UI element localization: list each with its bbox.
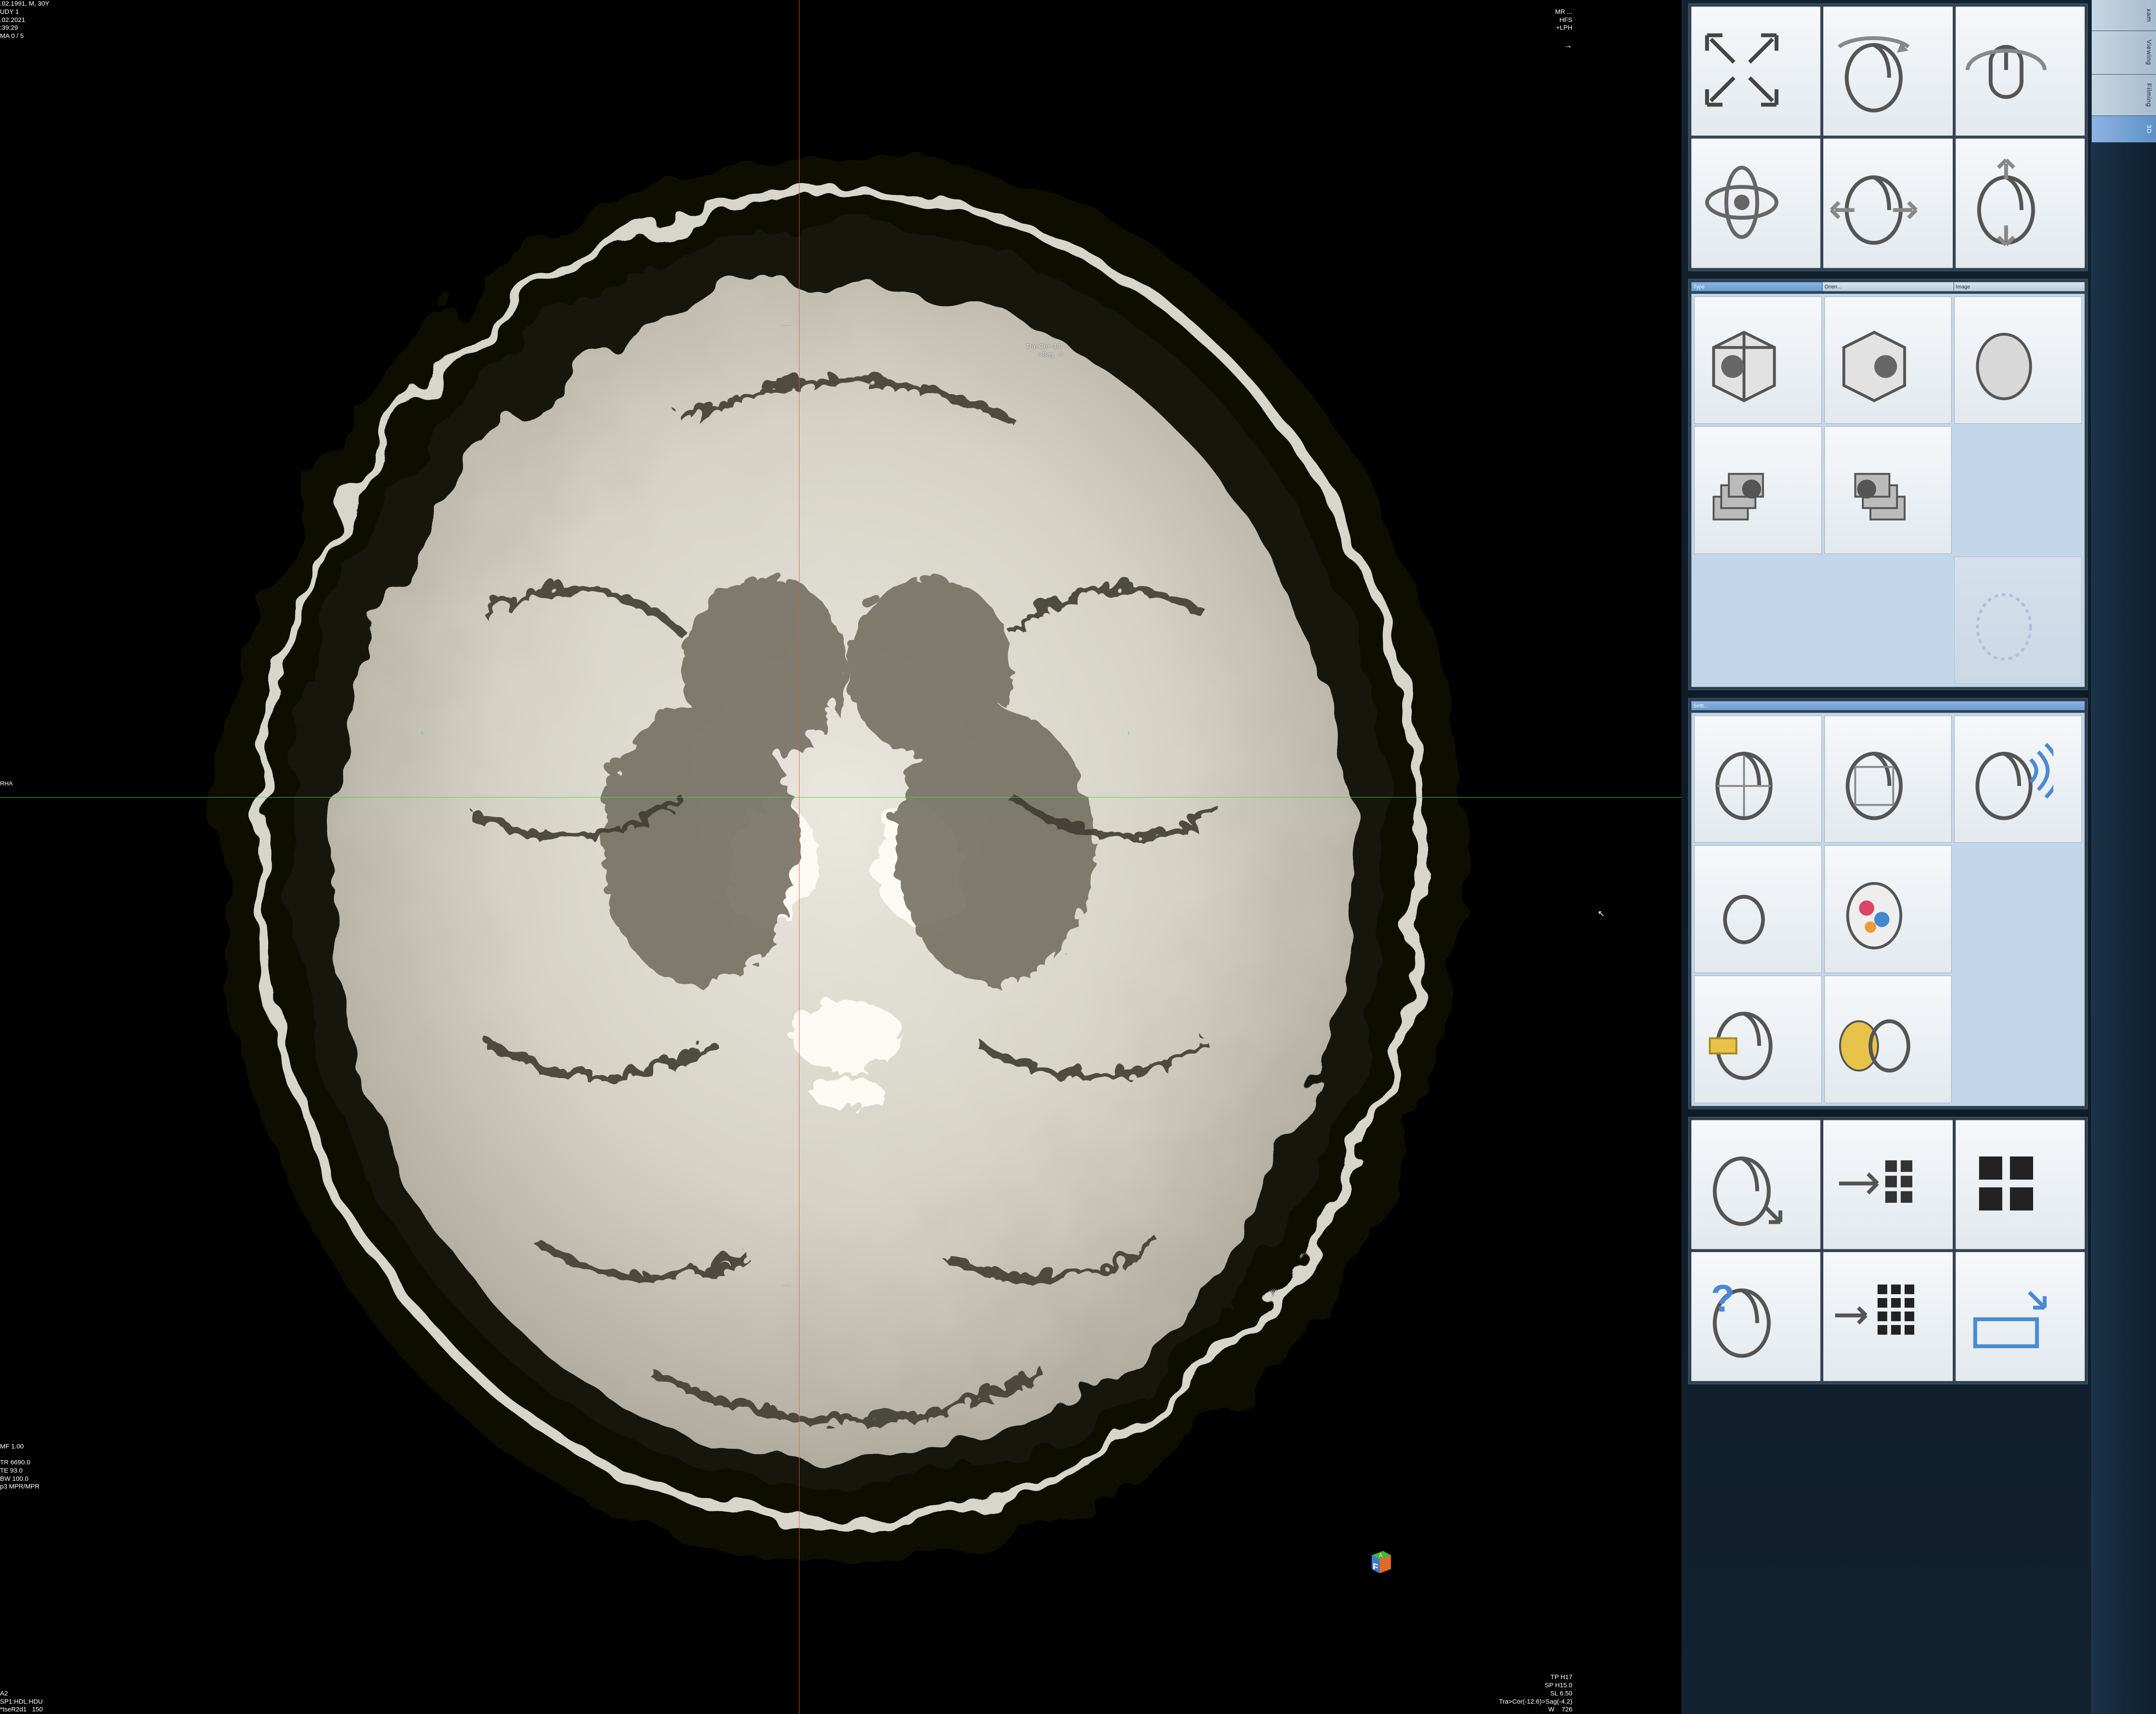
mri-viewport[interactable]: ↓ ↓ .02.1991, M, 30Y UDY 1 .02.2021 :39:… — [0, 0, 1682, 1714]
head-grid-2-icon — [1825, 729, 1952, 830]
vtab-xam[interactable]: xam — [2092, 0, 2156, 31]
vtab-filming[interactable]: Filming — [2092, 75, 2156, 116]
head-spin-button[interactable] — [1823, 6, 1952, 136]
overlay-top-right: MR ... HFS +LPH → — [1544, 0, 1572, 59]
toolgroup-settings: Setti... — [1688, 698, 2088, 1109]
stack-1-button[interactable] — [1694, 426, 1822, 554]
send-grid-dense-button[interactable] — [1823, 1252, 1952, 1381]
grid-black-icon — [1956, 1133, 2084, 1236]
orbit-3d-icon — [1692, 152, 1820, 255]
head-send-button[interactable] — [1691, 1120, 1821, 1249]
mpr-box-2-icon — [1825, 310, 1952, 410]
head-outline-faded-button[interactable] — [1954, 557, 2082, 684]
type-tab-type[interactable]: Type — [1691, 282, 1822, 291]
grid-black-button[interactable] — [1955, 1120, 2085, 1249]
toolgroup-type: TypeOrien...Image — [1688, 279, 2088, 690]
arrow-right-icon: → — [1564, 41, 1573, 50]
cube-front-letter: F — [1373, 1561, 1379, 1573]
toolgroup-navigate — [1688, 3, 2088, 271]
mouse-rotate-button[interactable] — [1955, 6, 2085, 136]
cursor-icon: ↖ — [1598, 908, 1605, 919]
head-grid-1-button[interactable] — [1694, 716, 1822, 843]
crosshair-arrow-left: ↓ — [420, 729, 424, 736]
overlay-top-left: .02.1991, M, 30Y UDY 1 .02.2021 :39:29 M… — [0, 0, 49, 41]
send-grid-button[interactable] — [1823, 1120, 1952, 1249]
vtab-viewing[interactable]: Viewing — [2092, 31, 2156, 74]
orientation-cube[interactable]: A F — [1366, 1547, 1396, 1577]
mpr-box-2-button[interactable] — [1824, 297, 1952, 424]
export-tray-icon — [1956, 1265, 2084, 1368]
head-grid-2-button[interactable] — [1824, 716, 1952, 843]
head-arrows-ud-button[interactable] — [1955, 138, 2085, 268]
brain-image — [185, 0, 1497, 1714]
toolgroup-output: ? — [1688, 1117, 2088, 1385]
help-head-button[interactable]: ? — [1691, 1252, 1821, 1381]
type-tab-orien[interactable]: Orien... — [1822, 282, 1953, 291]
head-small-button[interactable] — [1694, 845, 1822, 973]
head-colormap-button[interactable] — [1824, 845, 1952, 973]
head-send-icon — [1692, 1133, 1820, 1236]
overlay-mid-right: Tra>Cor -13 >Sag -4 — [1026, 343, 1063, 359]
crosshair-arrow-right: ↓ — [1127, 729, 1130, 736]
expand-arrows-icon — [1692, 20, 1820, 122]
head-spin-icon — [1824, 20, 1952, 122]
svg-text:?: ? — [1711, 1277, 1735, 1320]
head-silhouette-button[interactable] — [1954, 297, 2082, 424]
overlay-bottom-left-2: A2 SP1:HDL:HDU *tseR2d1 150 — [0, 1690, 43, 1714]
stack-2-button[interactable] — [1824, 426, 1952, 554]
head-arrows-lr-button[interactable] — [1823, 138, 1952, 268]
head-yellow-bar-icon — [1695, 989, 1821, 1090]
head-yellow-bar-button[interactable] — [1694, 976, 1822, 1103]
stack-1-icon — [1695, 440, 1821, 541]
head-waves-button[interactable] — [1954, 716, 2082, 843]
tools-sidepanel: TypeOrien...Image Setti... ? — [1682, 0, 2091, 1714]
help-head-icon: ? — [1692, 1265, 1820, 1368]
expand-arrows-button[interactable] — [1691, 6, 1821, 136]
overlay-bottom-right: TP H17 SP H15.0 SL 6.50 Tra>Cor(-12.6)>S… — [1499, 1673, 1572, 1714]
mouse-rotate-icon — [1956, 20, 2084, 122]
head-arrows-lr-icon — [1824, 152, 1952, 255]
head-silhouette-icon — [1955, 310, 2081, 410]
head-colormap-icon — [1825, 859, 1952, 960]
head-outline-faded-icon — [1955, 570, 2081, 671]
two-heads-yellow-icon — [1825, 989, 1952, 1090]
cube-top-letter: A — [1379, 1552, 1382, 1558]
overlay-left-mid: RHA — [0, 780, 13, 788]
send-grid-icon — [1824, 1133, 1952, 1236]
head-arrows-ud-icon — [1956, 152, 2084, 255]
head-small-icon — [1695, 859, 1821, 960]
right-tabstrip: xamViewingFilming3D — [2091, 0, 2156, 1714]
type-tab-image[interactable]: Image — [1954, 282, 2085, 291]
head-waves-icon — [1955, 729, 2081, 830]
mpr-box-1-icon — [1695, 310, 1821, 410]
crosshair-horizontal[interactable] — [0, 797, 1682, 798]
orbit-3d-button[interactable] — [1691, 138, 1821, 268]
overlay-bottom-left-1: MF 1.00 TR 6690.0 TE 93.0 BW 100.0 p3 MP… — [0, 1443, 40, 1492]
stack-2-icon — [1825, 440, 1952, 541]
crosshair-tick-top — [782, 325, 791, 326]
mpr-box-1-button[interactable] — [1694, 297, 1822, 424]
settings-header-tab[interactable]: Setti... — [1691, 701, 2085, 710]
two-heads-yellow-button[interactable] — [1824, 976, 1952, 1103]
export-tray-button[interactable] — [1955, 1252, 2085, 1381]
overlay-top-right-text: MR ... HFS +LPH — [1555, 8, 1573, 32]
vtab-3d[interactable]: 3D — [2092, 116, 2156, 143]
head-grid-1-icon — [1695, 729, 1821, 830]
send-grid-dense-icon — [1824, 1265, 1952, 1368]
